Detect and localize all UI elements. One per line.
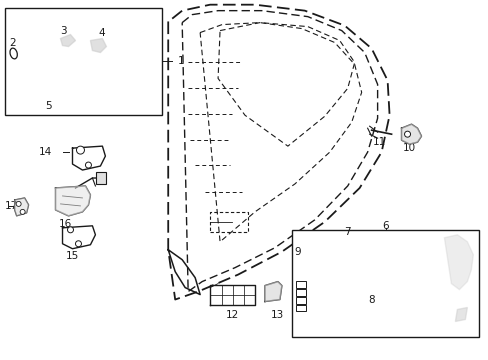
Text: 6: 6 [382, 221, 388, 231]
Text: 7: 7 [344, 227, 350, 237]
Bar [295, 280, 305, 288]
Polygon shape [401, 124, 421, 144]
Polygon shape [444, 235, 472, 289]
Ellipse shape [10, 48, 17, 59]
Circle shape [16, 201, 21, 206]
Circle shape [85, 162, 91, 168]
Text: 2: 2 [9, 37, 16, 48]
Polygon shape [264, 282, 281, 302]
Text: 16: 16 [59, 219, 72, 229]
Circle shape [76, 146, 84, 154]
Bar [96, 172, 106, 184]
Text: 15: 15 [66, 251, 79, 261]
Circle shape [20, 210, 25, 214]
Bar [295, 297, 305, 303]
Bar [291, 230, 478, 337]
Text: 13: 13 [271, 310, 284, 320]
Bar [295, 305, 305, 311]
Text: 1: 1 [178, 57, 184, 67]
Polygon shape [15, 198, 29, 216]
Circle shape [67, 227, 73, 233]
Text: 4: 4 [98, 28, 104, 37]
Text: 9: 9 [294, 247, 301, 257]
Circle shape [75, 241, 81, 247]
Text: 5: 5 [45, 101, 52, 111]
Circle shape [404, 131, 410, 137]
Polygon shape [61, 35, 75, 46]
Text: 12: 12 [225, 310, 238, 320]
Text: 10: 10 [402, 143, 415, 153]
Bar [5, 8, 162, 115]
Bar [295, 289, 305, 296]
Text: 17: 17 [5, 201, 18, 211]
Text: 8: 8 [367, 294, 374, 305]
Polygon shape [454, 307, 467, 321]
Polygon shape [90, 39, 106, 53]
Polygon shape [56, 186, 90, 216]
Text: 14: 14 [39, 147, 52, 157]
Text: 3: 3 [60, 26, 67, 36]
Text: 11: 11 [372, 137, 386, 147]
